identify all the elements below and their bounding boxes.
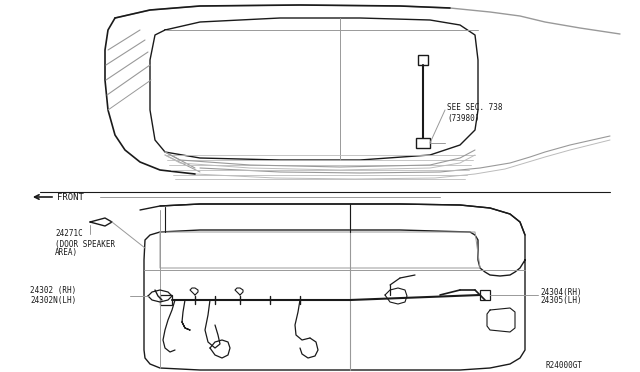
Bar bbox=[416, 138, 430, 148]
Text: (73980): (73980) bbox=[447, 113, 479, 122]
Text: FRONT: FRONT bbox=[57, 192, 84, 202]
Text: AREA): AREA) bbox=[55, 247, 78, 257]
Text: 24304(RH): 24304(RH) bbox=[540, 288, 582, 296]
Text: 24302 (RH): 24302 (RH) bbox=[30, 286, 76, 295]
Bar bbox=[160, 295, 172, 305]
Text: SEE SEC. 738: SEE SEC. 738 bbox=[447, 103, 502, 112]
Text: 24302N(LH): 24302N(LH) bbox=[30, 295, 76, 305]
Bar bbox=[418, 55, 428, 65]
Text: R24000GT: R24000GT bbox=[545, 360, 582, 369]
Text: (DOOR SPEAKER: (DOOR SPEAKER bbox=[55, 240, 115, 248]
Bar bbox=[480, 290, 490, 300]
Text: 24305(LH): 24305(LH) bbox=[540, 296, 582, 305]
Text: 24271C: 24271C bbox=[55, 230, 83, 238]
